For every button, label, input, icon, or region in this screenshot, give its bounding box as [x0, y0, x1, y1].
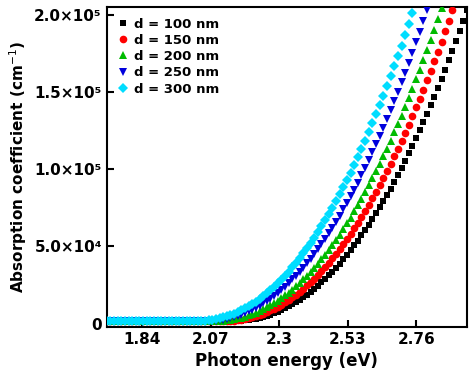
d = 300 nm — [173, 319, 179, 323]
d = 150 nm — [104, 319, 109, 323]
d = 200 nm — [173, 319, 179, 323]
Line: d = 250 nm: d = 250 nm — [102, 0, 471, 325]
d = 150 nm — [319, 269, 324, 273]
d = 300 nm — [188, 319, 193, 323]
d = 300 nm — [290, 265, 295, 270]
d = 250 nm — [319, 242, 324, 246]
d = 250 nm — [290, 277, 295, 282]
Y-axis label: Absorption coefficient (cm$^{-1}$): Absorption coefficient (cm$^{-1}$) — [7, 41, 28, 293]
d = 250 nm — [104, 319, 109, 323]
X-axis label: Photon energy (eV): Photon energy (eV) — [195, 352, 378, 370]
Line: d = 150 nm: d = 150 nm — [103, 0, 471, 325]
Legend: d = 100 nm, d = 150 nm, d = 200 nm, d = 250 nm, d = 300 nm: d = 100 nm, d = 150 nm, d = 200 nm, d = … — [113, 14, 224, 100]
d = 100 nm — [290, 302, 295, 307]
d = 100 nm — [104, 319, 109, 323]
d = 150 nm — [446, 19, 452, 23]
d = 200 nm — [290, 287, 295, 292]
d = 150 nm — [290, 295, 295, 300]
d = 100 nm — [464, 8, 470, 13]
d = 100 nm — [446, 58, 452, 63]
d = 200 nm — [435, 17, 441, 21]
Line: d = 100 nm: d = 100 nm — [103, 7, 470, 324]
Line: d = 300 nm: d = 300 nm — [103, 0, 471, 325]
Line: d = 200 nm: d = 200 nm — [102, 0, 471, 325]
d = 100 nm — [173, 319, 179, 323]
d = 200 nm — [188, 319, 193, 323]
d = 150 nm — [173, 319, 179, 323]
d = 200 nm — [104, 319, 109, 323]
d = 250 nm — [188, 319, 193, 323]
d = 250 nm — [173, 319, 179, 323]
d = 150 nm — [435, 49, 441, 54]
d = 100 nm — [319, 280, 324, 285]
d = 100 nm — [435, 86, 441, 90]
d = 100 nm — [188, 319, 193, 323]
d = 300 nm — [104, 319, 109, 323]
d = 200 nm — [319, 257, 324, 262]
d = 300 nm — [319, 224, 324, 229]
d = 150 nm — [188, 319, 193, 323]
